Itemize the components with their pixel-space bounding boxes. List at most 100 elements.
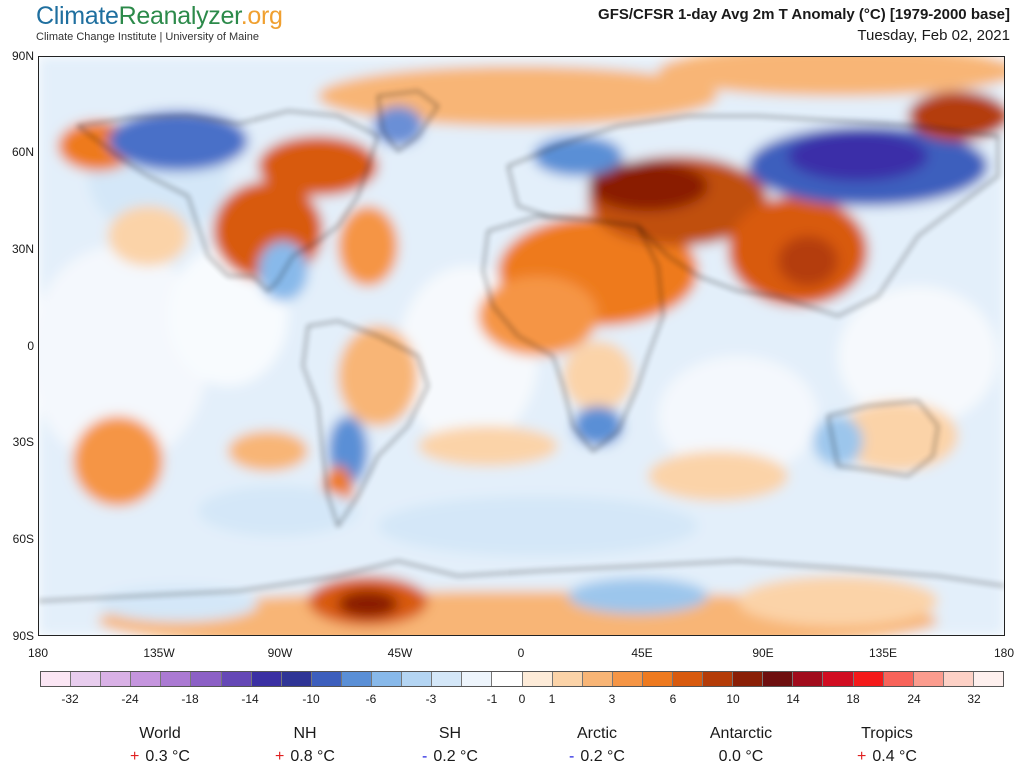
color-scale-segment [432, 672, 463, 686]
stat-sh-number: 0.2 °C [433, 748, 478, 765]
logo-part-org: .org [240, 2, 283, 30]
color-scale-segment [221, 672, 252, 686]
color-scale-segment [492, 672, 523, 686]
stat-sh-value: -0.2 °C [370, 748, 530, 766]
color-scale-label: 3 [608, 692, 616, 706]
color-scale-segment [913, 672, 944, 686]
color-scale-label: -32 [61, 692, 79, 706]
color-scale-label: 10 [726, 692, 740, 706]
color-scale-segment [552, 672, 583, 686]
color-scale-segment [883, 672, 914, 686]
stat-sh-name: SH [438, 725, 462, 742]
stat-arctic-name: Arctic [577, 725, 617, 742]
lat-label: 30S [12, 435, 34, 449]
color-scale-label: -18 [181, 692, 199, 706]
color-scale-segment [823, 672, 854, 686]
color-scale-bar [40, 671, 1004, 687]
stat-antarctic-value: 0.0 °C [661, 748, 821, 766]
color-scale-segment [763, 672, 794, 686]
color-scale-segment [612, 672, 643, 686]
color-scale-segment [793, 672, 824, 686]
anomaly-map-graphic [38, 56, 1005, 636]
color-scale-segment [522, 672, 553, 686]
color-scale-segment [372, 672, 403, 686]
stat-arctic-value: -0.2 °C [517, 748, 677, 766]
color-scale-label: -14 [241, 692, 259, 706]
color-scale-segment [402, 672, 433, 686]
color-scale-segment [101, 672, 132, 686]
color-scale-label: -10 [302, 692, 320, 706]
color-scale-segment [191, 672, 222, 686]
map-date: Tuesday, Feb 02, 2021 [857, 27, 1010, 44]
lat-label: 90S [12, 629, 34, 643]
color-scale-label: -3 [425, 692, 437, 706]
color-scale-segment [733, 672, 764, 686]
stat-world-sign: + [130, 748, 140, 765]
lat-label: 0 [27, 339, 34, 353]
stat-tropics-number: 0.4 °C [872, 748, 917, 765]
stat-nh-sign: + [275, 748, 285, 765]
color-scale-segment [973, 672, 1003, 686]
color-scale-segment [131, 672, 162, 686]
stat-nh-value: +0.8 °C [225, 748, 385, 766]
stat-sh-sign: - [422, 748, 428, 765]
color-scale-label: 32 [967, 692, 981, 706]
stat-world-name: World [139, 725, 181, 742]
color-scale-segment [311, 672, 342, 686]
lon-label: 135E [868, 646, 898, 660]
color-scale-segment [281, 672, 312, 686]
stat-nh-name: NH [293, 725, 317, 742]
map-title: GFS/CFSR 1-day Avg 2m T Anomaly (°C) [19… [598, 6, 1010, 23]
stat-tropics-value: +0.4 °C [807, 748, 967, 766]
color-scale-segment [853, 672, 884, 686]
stat-arctic-number: 0.2 °C [580, 748, 625, 765]
lon-label: 45W [387, 646, 413, 660]
lat-label: 60N [11, 145, 34, 159]
color-scale-segment [341, 672, 373, 686]
color-scale-label: -1 [486, 692, 498, 706]
lon-label: 0 [517, 646, 525, 660]
color-scale-segment [161, 672, 192, 686]
color-scale-segment [943, 672, 974, 686]
color-scale-segment [582, 672, 613, 686]
lon-label: 90E [752, 646, 774, 660]
lon-label: 180 [993, 646, 1015, 660]
lon-label: 90W [267, 646, 293, 660]
continent-outlines [38, 90, 1005, 602]
color-scale-label: -6 [365, 692, 377, 706]
logo-subtitle: Climate Change Institute | University of… [36, 31, 259, 43]
color-scale-label: 1 [548, 692, 556, 706]
stat-antarctic-name: Antarctic [709, 725, 773, 742]
color-scale-label: -24 [121, 692, 139, 706]
color-scale-segment [642, 672, 673, 686]
stat-world-number: 0.3 °C [145, 748, 190, 765]
stat-tropics-sign: + [857, 748, 867, 765]
anomaly-field [38, 56, 1005, 636]
stat-world-value: +0.3 °C [80, 748, 240, 766]
lon-label: 45E [631, 646, 653, 660]
lat-label: 60S [12, 532, 34, 546]
color-scale-label: 14 [786, 692, 800, 706]
color-scale-segment [703, 672, 734, 686]
stat-arctic-sign: - [569, 748, 575, 765]
site-logo[interactable]: ClimateReanalyzer.org [36, 2, 283, 31]
lon-label: 180 [27, 646, 49, 660]
logo-part-reanalyzer: Reanalyzer [118, 2, 241, 30]
color-scale-label: 0 [518, 692, 526, 706]
color-scale-label: 6 [669, 692, 677, 706]
color-scale-segment [251, 672, 282, 686]
color-scale-segment [672, 672, 704, 686]
color-scale-segment [462, 672, 493, 686]
color-scale-label: 18 [846, 692, 860, 706]
stat-antarctic-number: 0.0 °C [718, 748, 764, 765]
stat-tropics-name: Tropics [861, 725, 913, 742]
lon-label: 135W [143, 646, 175, 660]
color-scale-segment [71, 672, 102, 686]
lat-label: 90N [11, 49, 34, 63]
lat-label: 30N [11, 242, 34, 256]
color-scale-segment [41, 672, 72, 686]
anomaly-map [38, 56, 1005, 636]
logo-part-climate: Climate [36, 2, 119, 30]
color-scale-label: 24 [907, 692, 921, 706]
stat-nh-number: 0.8 °C [290, 748, 335, 765]
